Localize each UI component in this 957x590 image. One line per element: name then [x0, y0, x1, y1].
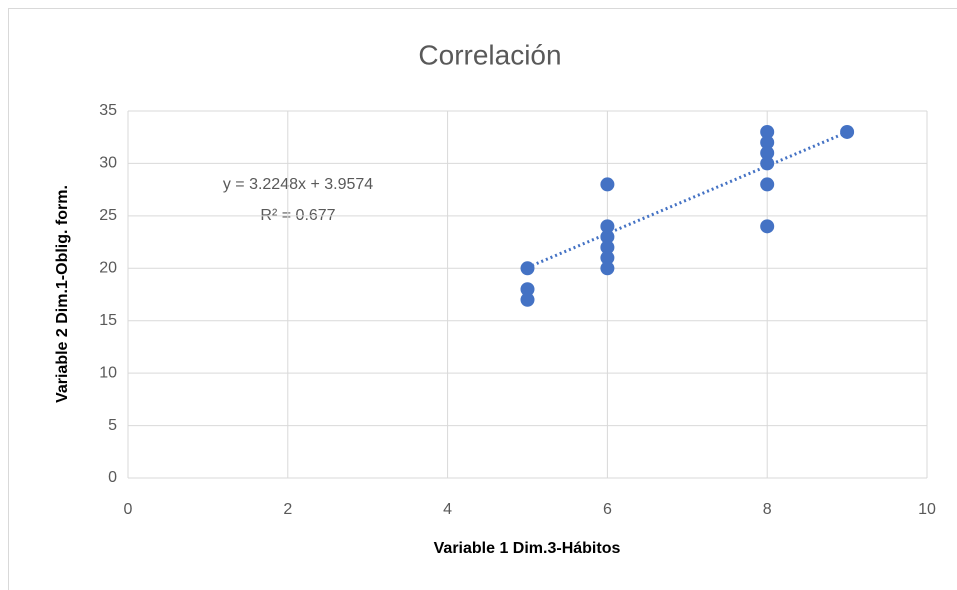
point	[600, 261, 615, 276]
x-tick-label: 8	[763, 501, 772, 518]
point	[600, 177, 615, 192]
point	[760, 177, 775, 192]
y-tick-label: 25	[99, 207, 117, 224]
y-tick-label: 5	[108, 417, 117, 434]
point	[600, 219, 615, 234]
y-tick-label: 10	[99, 364, 117, 381]
point	[600, 250, 615, 265]
x-axis-title: Variable 1 Dim.3-Hábitos	[434, 540, 621, 557]
chart-title: Correlación	[418, 39, 561, 70]
y-tick-label: 0	[108, 469, 117, 486]
trendline-equation: y = 3.2248x + 3.9574	[223, 176, 373, 193]
point	[760, 135, 775, 150]
x-tick-label: 10	[918, 501, 936, 518]
chart-frame	[8, 8, 957, 590]
point	[760, 145, 775, 160]
point	[760, 124, 775, 139]
point	[840, 124, 855, 139]
y-tick-label: 20	[99, 260, 117, 277]
point	[600, 240, 615, 255]
point	[760, 219, 775, 234]
y-tick-label: 35	[99, 102, 117, 119]
point	[520, 282, 535, 297]
x-tick-label: 2	[283, 501, 292, 518]
y-tick-label: 30	[99, 155, 117, 172]
point	[520, 292, 535, 307]
y-axis-title: Variable 2 Dim.1-Oblig. form.	[54, 185, 71, 403]
x-tick-label: 6	[603, 501, 612, 518]
x-tick-label: 4	[443, 501, 452, 518]
y-tick-label: 15	[99, 312, 117, 329]
x-tick-label: 0	[124, 501, 133, 518]
point	[520, 261, 535, 276]
